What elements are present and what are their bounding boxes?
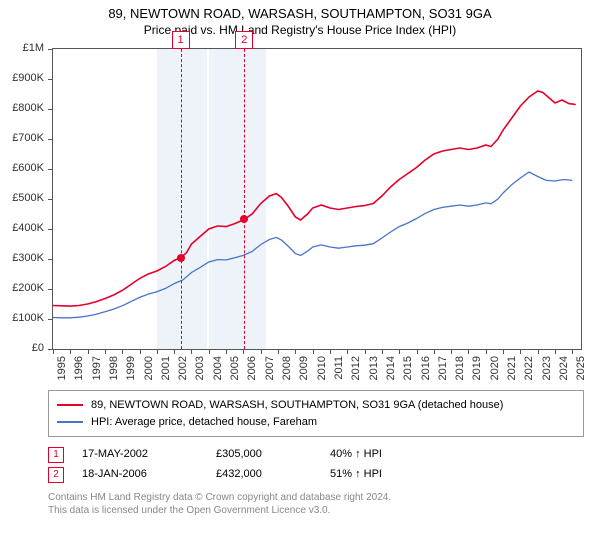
- legend-label: 89, NEWTOWN ROAD, WARSASH, SOUTHAMPTON, …: [91, 397, 503, 414]
- sale-row: 1 17-MAY-2002£305,00040% ↑ HPI: [48, 445, 584, 465]
- x-axis-label: 2010: [316, 356, 328, 380]
- sale-marker: 1: [172, 31, 190, 49]
- legend-swatch: [57, 404, 83, 406]
- x-axis-label: 2019: [471, 356, 483, 380]
- chart-subtitle: Price paid vs. HM Land Registry's House …: [0, 23, 600, 41]
- x-axis-label: 1995: [56, 356, 68, 380]
- y-axis-label: £800K: [0, 102, 44, 114]
- x-axis-label: 2015: [402, 356, 414, 380]
- y-axis-label: £100K: [0, 312, 44, 324]
- x-axis-label: 2009: [298, 356, 310, 380]
- y-axis-label: £900K: [0, 72, 44, 84]
- y-axis-label: £1M: [0, 42, 44, 54]
- x-axis-label: 2008: [281, 356, 293, 380]
- x-axis-label: 2001: [160, 356, 172, 380]
- series-price_paid: [53, 91, 576, 306]
- sale-marker-small: 1: [48, 447, 64, 463]
- x-axis-label: 1997: [91, 356, 103, 380]
- x-axis-label: 2013: [368, 356, 380, 380]
- chart-footer: 89, NEWTOWN ROAD, WARSASH, SOUTHAMPTON, …: [48, 390, 584, 517]
- y-axis-label: £600K: [0, 162, 44, 174]
- sale-vline: [244, 49, 245, 349]
- x-axis-label: 2000: [143, 356, 155, 380]
- y-axis-label: £700K: [0, 132, 44, 144]
- licence-line-2: This data is licensed under the Open Gov…: [48, 504, 584, 517]
- sale-price: £305,000: [216, 445, 326, 465]
- x-axis-label: 2003: [194, 356, 206, 380]
- price-chart: { "title_line1": "89, NEWTOWN ROAD, WARS…: [0, 0, 600, 560]
- chart-title: 89, NEWTOWN ROAD, WARSASH, SOUTHAMPTON, …: [0, 0, 600, 23]
- sale-date: 17-MAY-2002: [82, 445, 212, 465]
- x-axis-label: 2006: [246, 356, 258, 380]
- sale-price: £432,000: [216, 465, 326, 485]
- sale-vline: [181, 49, 182, 349]
- x-axis-label: 2007: [264, 356, 276, 380]
- y-axis-label: £400K: [0, 222, 44, 234]
- x-axis-label: 2014: [385, 356, 397, 380]
- licence-text: Contains HM Land Registry data © Crown c…: [48, 491, 584, 517]
- x-axis-label: 2024: [558, 356, 570, 380]
- sale-marker-small: 2: [48, 467, 64, 483]
- x-axis-label: 2016: [420, 356, 432, 380]
- x-axis-label: 2025: [575, 356, 587, 380]
- sale-row: 2 18-JAN-2006£432,00051% ↑ HPI: [48, 465, 584, 485]
- x-axis-label: 1996: [73, 356, 85, 380]
- legend-box: 89, NEWTOWN ROAD, WARSASH, SOUTHAMPTON, …: [48, 390, 584, 437]
- legend-row: 89, NEWTOWN ROAD, WARSASH, SOUTHAMPTON, …: [57, 397, 575, 414]
- sale-point: [240, 215, 248, 223]
- y-axis-label: £500K: [0, 192, 44, 204]
- x-axis-label: 2023: [541, 356, 553, 380]
- x-axis-label: 2011: [333, 356, 345, 380]
- x-axis-label: 2004: [212, 356, 224, 380]
- x-axis-label: 2012: [350, 356, 362, 380]
- legend-swatch: [57, 421, 83, 423]
- plot-area: 12: [52, 48, 582, 350]
- y-axis-label: £200K: [0, 282, 44, 294]
- legend-row: HPI: Average price, detached house, Fare…: [57, 414, 575, 431]
- x-axis-label: 2022: [523, 356, 535, 380]
- sale-point: [177, 254, 185, 262]
- x-axis-label: 1999: [125, 356, 137, 380]
- series-hpi: [53, 172, 572, 318]
- line-series-layer: [53, 49, 581, 349]
- x-axis-label: 1998: [108, 356, 120, 380]
- x-axis-label: 2018: [454, 356, 466, 380]
- legend-label: HPI: Average price, detached house, Fare…: [91, 414, 317, 431]
- x-axis-label: 2005: [229, 356, 241, 380]
- y-axis-label: £300K: [0, 252, 44, 264]
- sales-table: 1 17-MAY-2002£305,00040% ↑ HPI 2 18-JAN-200…: [48, 445, 584, 485]
- x-axis-label: 2017: [437, 356, 449, 380]
- sale-vs-hpi: 51% ↑ HPI: [330, 465, 382, 485]
- x-axis-label: 2021: [506, 356, 518, 380]
- x-axis-label: 2002: [177, 356, 189, 380]
- sale-date: 18-JAN-2006: [82, 465, 212, 485]
- sale-vs-hpi: 40% ↑ HPI: [330, 445, 382, 465]
- y-axis-label: £0: [0, 342, 44, 354]
- licence-line-1: Contains HM Land Registry data © Crown c…: [48, 491, 584, 504]
- sale-marker: 2: [235, 31, 253, 49]
- x-axis-label: 2020: [489, 356, 501, 380]
